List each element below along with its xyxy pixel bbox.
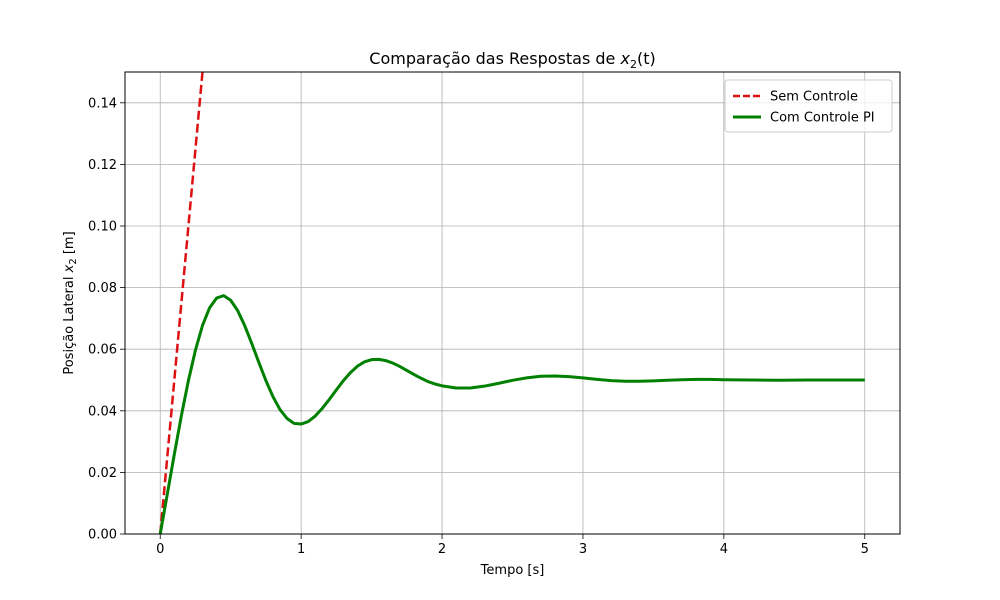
chart-title-prefix: Comparação das Respostas de xyxy=(369,49,620,68)
y-axis-label-suffix: [m] xyxy=(62,231,77,258)
y-tick-label: 0.00 xyxy=(88,528,117,543)
ticks: 0 1 2 3 4 5 0.00 0.02 0.04 0.06 0.08 0.10 0.12 0.14 xyxy=(88,96,869,557)
y-tick-label: 0.08 xyxy=(88,281,117,296)
y-tick-label: 0.14 xyxy=(88,96,117,111)
legend-label-com-controle-pi: Com Controle PI xyxy=(770,111,875,126)
chart-title-var: x xyxy=(619,49,630,68)
y-tick-label: 0.10 xyxy=(88,220,117,235)
y-tick-label: 0.04 xyxy=(88,404,117,419)
y-axis-label-prefix: Posição Lateral xyxy=(62,272,77,374)
x-tick-label: 5 xyxy=(861,542,869,557)
legend-box xyxy=(724,79,893,133)
y-axis-label-sub: 2 xyxy=(68,258,79,264)
legend-label-sem-controle: Sem Controle xyxy=(770,90,858,105)
series-layer xyxy=(158,72,865,534)
chart-title-sub: 2 xyxy=(630,58,637,71)
x-tick-label: 2 xyxy=(438,542,446,557)
x-axis-label: Tempo [s] xyxy=(480,563,545,578)
x-tick-label: 4 xyxy=(720,542,728,557)
y-tick-label: 0.06 xyxy=(88,343,117,358)
chart-title-suffix: (t) xyxy=(637,49,656,68)
y-tick-label: 0.02 xyxy=(88,466,117,481)
grid xyxy=(125,72,900,535)
legend: Sem Controle Com Controle PI xyxy=(724,79,893,133)
x-tick-label: 0 xyxy=(156,542,164,557)
x-tick-label: 1 xyxy=(297,542,305,557)
y-tick-label: 0.12 xyxy=(88,158,117,173)
y-axis-label: Posição Lateral x2 [m] xyxy=(62,231,79,374)
y-axis-label-var: x xyxy=(62,264,77,273)
series-line-com-controle-pi xyxy=(158,294,865,534)
chart-title: Comparação das Respostas de x2(t) xyxy=(369,49,655,71)
plot-frame xyxy=(124,71,901,535)
x-tick-label: 3 xyxy=(579,542,587,557)
